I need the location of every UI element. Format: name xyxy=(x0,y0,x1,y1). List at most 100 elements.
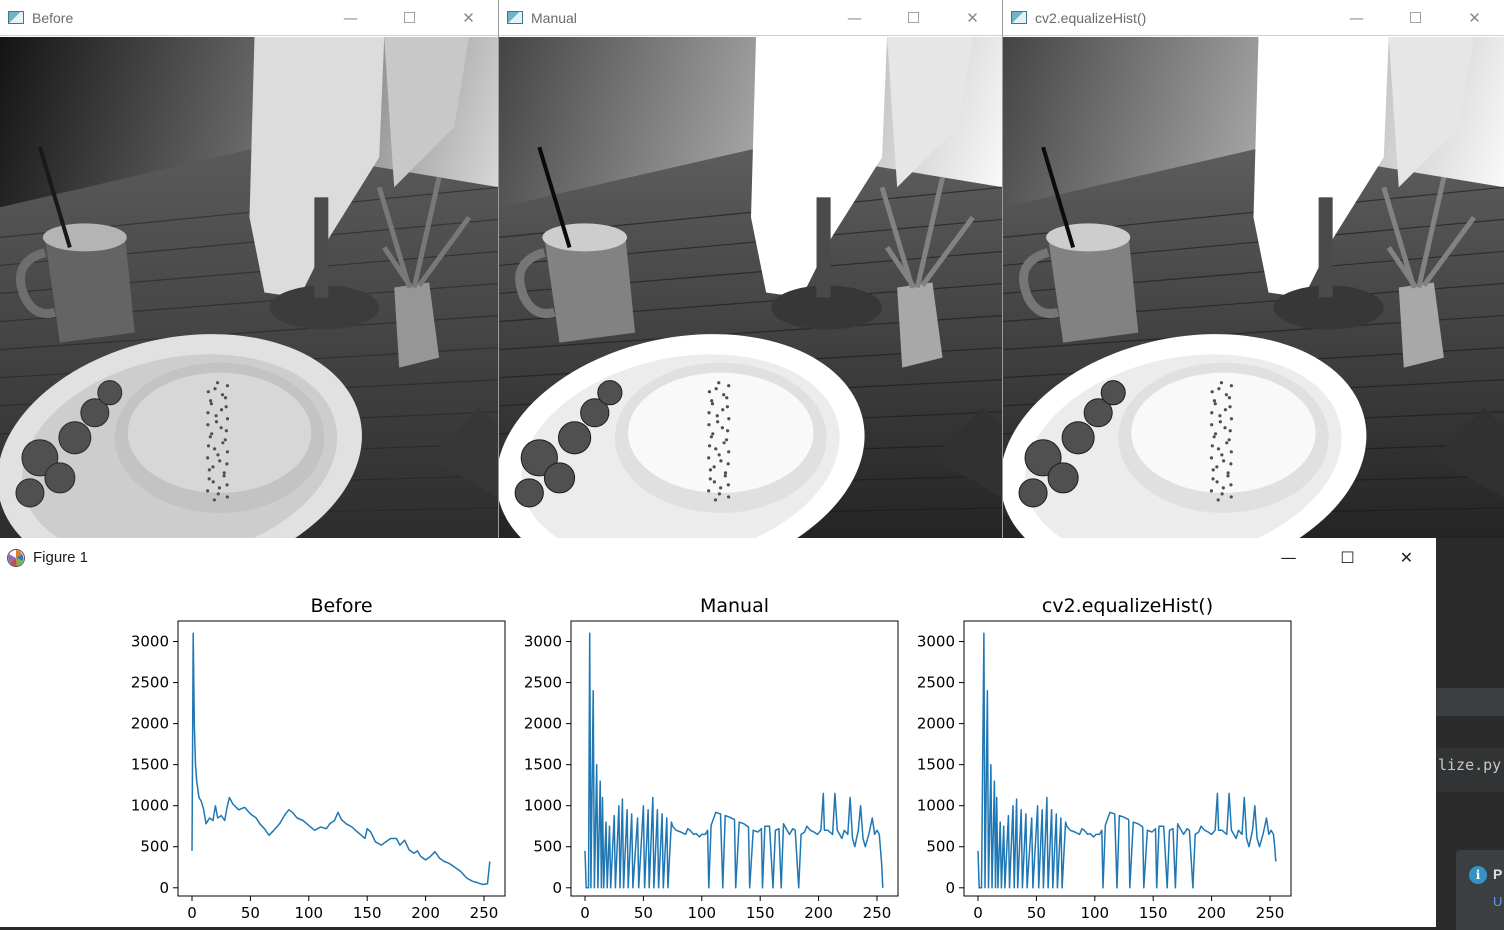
opencv-window-icon xyxy=(507,11,523,24)
axes-frame xyxy=(963,620,1292,897)
x-tick-label: 150 xyxy=(746,904,775,922)
x-tick-label: 100 xyxy=(294,904,323,922)
x-tick-label: 200 xyxy=(804,904,833,922)
y-tick-label: 1000 xyxy=(917,797,955,815)
close-button[interactable]: ✕ xyxy=(462,9,475,27)
minimize-button[interactable]: — xyxy=(1280,548,1297,567)
x-tick-label: 150 xyxy=(1139,904,1168,922)
figure-window[interactable]: Figure 1 — ☐ ✕ Before 0 50 100 150 200 250 0 500… xyxy=(0,538,1436,927)
matplotlib-icon xyxy=(7,548,25,567)
y-tick-label: 1500 xyxy=(524,756,562,774)
grayscale-photo-cv2 xyxy=(1003,37,1504,538)
y-tick-label: 1500 xyxy=(131,756,169,774)
histogram-line xyxy=(977,632,1277,889)
window-title: Manual xyxy=(531,9,577,26)
maximize-button[interactable]: ☐ xyxy=(906,9,921,27)
lace-curtain xyxy=(249,37,385,298)
close-button[interactable]: ✕ xyxy=(1399,548,1414,567)
minimize-button[interactable]: — xyxy=(847,9,862,27)
y-tick-label: 3000 xyxy=(524,633,562,651)
lace-curtain xyxy=(751,37,888,298)
y-tick-label: 2500 xyxy=(524,674,562,692)
ide-code-fragment: lize.py xyxy=(1438,756,1502,774)
metal-mug xyxy=(44,232,135,343)
title-bar[interactable]: cv2.equalizeHist() — ☐ ✕ xyxy=(1003,0,1504,36)
y-tick-label: 0 xyxy=(945,879,955,897)
minimize-button[interactable]: — xyxy=(343,9,358,27)
histogram-line xyxy=(191,632,491,886)
close-button[interactable]: ✕ xyxy=(966,9,979,27)
minimize-button[interactable]: — xyxy=(1349,9,1364,27)
x-tick-label: 50 xyxy=(241,904,260,922)
y-tick-label: 3000 xyxy=(917,633,955,651)
x-tick-label: 250 xyxy=(863,904,892,922)
x-tick-label: 150 xyxy=(353,904,382,922)
x-tick-label: 200 xyxy=(1197,904,1226,922)
info-icon: i xyxy=(1469,866,1487,884)
y-tick-label: 2000 xyxy=(524,715,562,733)
axes-title: cv2.equalizeHist() xyxy=(1042,595,1213,617)
x-tick-label: 100 xyxy=(687,904,716,922)
window-title: Before xyxy=(32,9,74,26)
metal-mug xyxy=(544,232,636,343)
window-before[interactable]: Before — ☐ ✕ xyxy=(0,0,499,538)
y-tick-label: 2500 xyxy=(917,674,955,692)
y-tick-label: 2500 xyxy=(131,674,169,692)
x-tick-label: 50 xyxy=(1027,904,1046,922)
x-tick-label: 200 xyxy=(411,904,440,922)
y-tick-label: 1500 xyxy=(917,756,955,774)
x-tick-label: 100 xyxy=(1080,904,1109,922)
ide-toolbar xyxy=(1436,688,1504,716)
y-tick-label: 1000 xyxy=(131,797,169,815)
metal-mug xyxy=(1048,232,1139,343)
maximize-button[interactable]: ☐ xyxy=(1340,548,1355,567)
title-bar[interactable]: Manual — ☐ ✕ xyxy=(499,0,1002,36)
histogram-axes-2: cv2.equalizeHist()0 50 100 150 200 2500500100… xyxy=(917,595,1292,922)
axes-title: Before xyxy=(310,595,372,617)
y-tick-label: 3000 xyxy=(131,633,169,651)
x-tick-label: 250 xyxy=(1256,904,1285,922)
histogram-line xyxy=(584,632,884,889)
notification-title: P xyxy=(1493,866,1503,882)
title-bar[interactable]: Before — ☐ ✕ xyxy=(0,0,498,36)
opencv-window-icon xyxy=(1011,11,1027,24)
y-tick-label: 500 xyxy=(140,838,169,856)
y-tick-label: 0 xyxy=(552,879,562,897)
y-tick-label: 500 xyxy=(926,838,955,856)
maximize-button[interactable]: ☐ xyxy=(1408,9,1423,27)
ide-notification[interactable] xyxy=(1456,850,1504,930)
axes-title: Manual xyxy=(700,595,769,617)
grayscale-photo-before xyxy=(0,37,498,538)
y-tick-label: 2000 xyxy=(917,715,955,733)
y-tick-label: 0 xyxy=(159,879,169,897)
ide-background: lize.py i P U xyxy=(1436,538,1504,930)
ide-editor-tab xyxy=(1436,748,1504,792)
axes-frame xyxy=(177,620,506,897)
notification-link[interactable]: U xyxy=(1493,894,1503,909)
axes-frame xyxy=(570,620,899,897)
glass-vase xyxy=(394,282,440,368)
grayscale-photo-manual xyxy=(499,37,1002,538)
glass-vase xyxy=(1398,282,1444,368)
lace-curtain xyxy=(1253,37,1389,298)
x-tick-label: 50 xyxy=(634,904,653,922)
figure-title: Figure 1 xyxy=(33,549,89,566)
window-cv2-equalizehist[interactable]: cv2.equalizeHist() — ☐ ✕ xyxy=(1003,0,1504,538)
maximize-button[interactable]: ☐ xyxy=(402,9,417,27)
opencv-window-icon xyxy=(8,11,24,24)
window-manual[interactable]: Manual — ☐ ✕ xyxy=(499,0,1003,538)
y-tick-label: 1000 xyxy=(524,797,562,815)
y-tick-label: 500 xyxy=(533,838,562,856)
x-tick-label: 250 xyxy=(470,904,499,922)
glass-vase xyxy=(897,282,943,368)
y-tick-label: 2000 xyxy=(131,715,169,733)
x-tick-label: 0 xyxy=(580,904,590,922)
x-tick-label: 0 xyxy=(187,904,197,922)
x-tick-label: 0 xyxy=(973,904,983,922)
window-title: cv2.equalizeHist() xyxy=(1035,9,1147,26)
close-button[interactable]: ✕ xyxy=(1468,9,1481,27)
figure-title-bar[interactable]: Figure 1 — ☐ ✕ xyxy=(0,538,1436,577)
